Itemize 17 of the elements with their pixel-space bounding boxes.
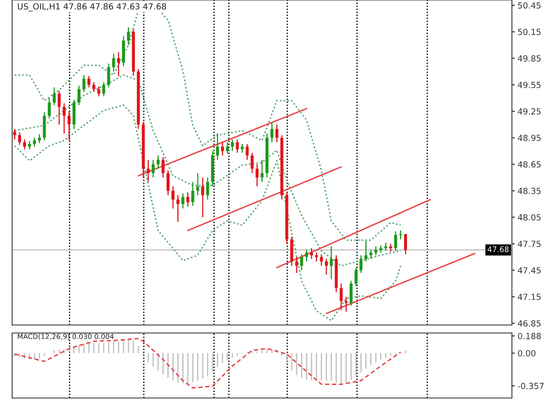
y-tick-label: 49.25 [518, 108, 541, 115]
y-tick-label: -0.357 [518, 382, 544, 390]
y-tick-label: 0.00 [518, 350, 536, 356]
y-tick-label: 47.75 [518, 240, 541, 248]
y-tick-label: 50.15 [518, 28, 541, 36]
y-tick-label: 48.95 [518, 134, 541, 142]
y-tick-label: 50.45 [518, 2, 541, 9]
y-tick-label: 46.85 [518, 320, 541, 327]
y-tick-label: 49.85 [518, 55, 541, 62]
y-tick-label: 0.188 [518, 332, 541, 340]
y-tick-label: 47.45 [518, 267, 541, 274]
y-tick-label: 49.55 [518, 82, 541, 88]
y-tick-label: 48.65 [518, 161, 541, 168]
y-tick-label: 48.05 [518, 214, 541, 221]
chart-title: US_OIL,H1 47.86 47.86 47.63 47.68 [18, 3, 166, 12]
y-tick-label: 47.15 [518, 294, 541, 300]
y-tick-label: 48.35 [518, 188, 541, 194]
